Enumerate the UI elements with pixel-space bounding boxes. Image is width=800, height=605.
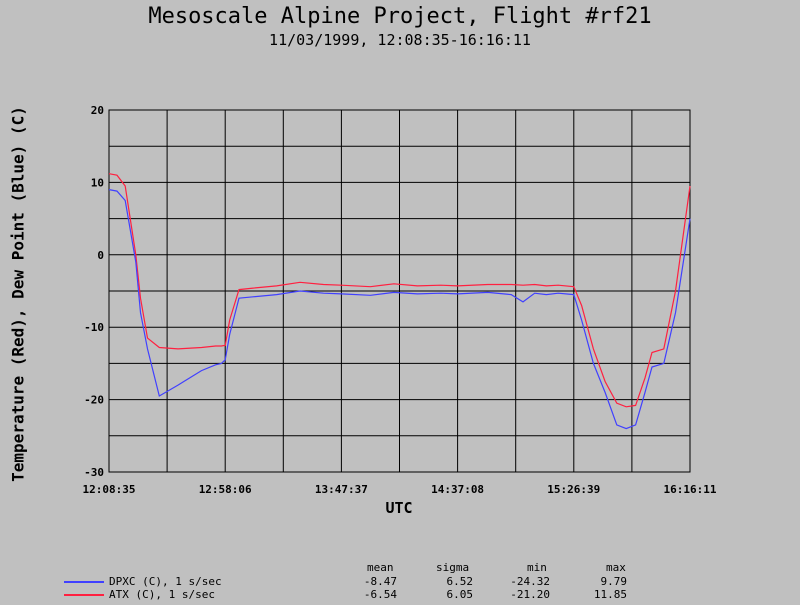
legend-sigma-dpxc: 6.52 — [446, 575, 474, 588]
y-tick-label: -30 — [84, 466, 104, 479]
y-tick-label: -10 — [84, 321, 104, 334]
legend-swatch-atx — [64, 594, 104, 596]
legend-header-sigma: sigma — [436, 561, 470, 574]
chart-subtitle: 11/03/1999, 12:08:35-16:16:11 — [269, 31, 531, 49]
y-tick-label: 20 — [91, 104, 104, 117]
legend-row-atx: ATX (C), 1 s/sec -6.54 6.05 -21.20 11.85 — [0, 588, 800, 601]
series-line-dpxc — [108, 189, 691, 430]
legend-header-max: max — [606, 561, 626, 574]
legend-max-dpxc: 9.79 — [600, 575, 628, 588]
y-tick-label: -20 — [84, 394, 104, 407]
legend-header-mean: mean — [367, 561, 394, 574]
chart-title: Mesoscale Alpine Project, Flight #rf21 — [148, 4, 652, 29]
legend-min-atx: -21.20 — [510, 588, 550, 601]
legend-row-dpxc: DPXC (C), 1 s/sec -8.47 6.52 -24.32 9.79 — [0, 575, 800, 588]
legend-sigma-atx: 6.05 — [446, 588, 474, 601]
x-tick-label: 12:08:35 — [83, 483, 136, 496]
x-tick-label: 12:58:06 — [199, 483, 252, 496]
y-tick-labels: -30 -20 -10 0 10 20 — [84, 104, 104, 479]
grid-lines — [109, 110, 690, 472]
x-tick-label: 15:26:39 — [547, 483, 600, 496]
x-tick-label: 16:16:11 — [664, 483, 717, 496]
legend-min-dpxc: -24.32 — [510, 575, 550, 588]
series-line-atx — [108, 173, 691, 408]
x-axis-label: UTC — [385, 499, 413, 517]
legend-mean-atx: -6.54 — [363, 588, 397, 601]
legend-label-dpxc: DPXC (C), 1 s/sec — [109, 575, 222, 588]
legend-mean-dpxc: -8.47 — [363, 575, 397, 588]
series-lines — [108, 173, 691, 430]
legend-header-min: min — [527, 561, 547, 574]
x-tick-label: 14:37:08 — [431, 483, 484, 496]
y-tick-label: 0 — [97, 249, 104, 262]
y-tick-label: 10 — [91, 176, 104, 189]
legend-label-atx: ATX (C), 1 s/sec — [109, 588, 215, 601]
x-tick-label: 13:47:37 — [315, 483, 368, 496]
x-tick-labels: 12:08:35 12:58:06 13:47:37 14:37:08 15:26:39… — [83, 483, 717, 496]
legend-swatch-dpxc — [64, 581, 104, 583]
legend-max-atx: 11.85 — [593, 588, 627, 601]
